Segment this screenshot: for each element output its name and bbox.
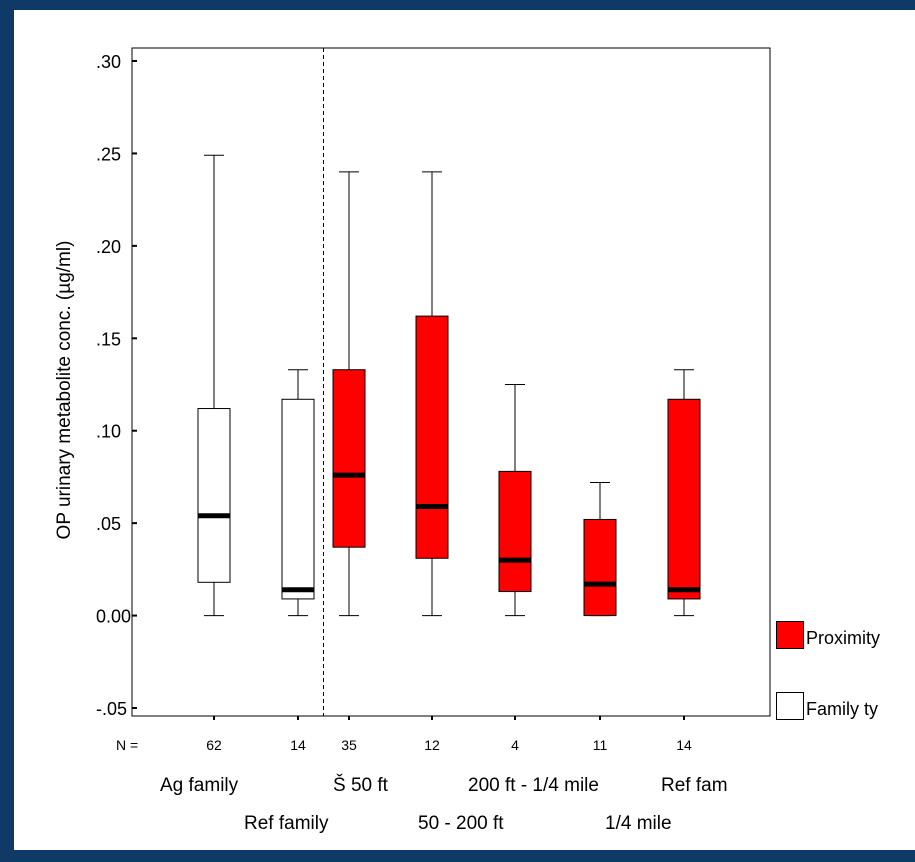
legend-swatch-family-type bbox=[776, 692, 804, 720]
x-category-label: 50 - 200 ft bbox=[418, 813, 504, 834]
n-count-label: 14 bbox=[676, 737, 692, 753]
n-count-label: 11 bbox=[593, 737, 608, 753]
box bbox=[197, 408, 231, 583]
n-count-label: 4 bbox=[511, 737, 519, 753]
y-axis-label: OP urinary metabolite conc. (µg/ml) bbox=[54, 241, 75, 540]
box-plot-chart: OP urinary metabolite conc. (µg/ml) .30.… bbox=[54, 47, 771, 834]
x-category-label: 1/4 mile bbox=[605, 813, 672, 834]
y-tick-label: .30 bbox=[96, 52, 121, 72]
legend-label-family-type: Family ty bbox=[806, 699, 878, 719]
x-category-label: Ref family bbox=[244, 813, 329, 834]
x-category-label: Ref fam bbox=[661, 775, 728, 796]
n-count-label: 14 bbox=[290, 737, 306, 753]
y-tick-label: .25 bbox=[96, 144, 121, 164]
n-count-label: 35 bbox=[341, 737, 357, 753]
x-category-label: Ag family bbox=[160, 775, 239, 796]
slide: OP urinary metabolite conc. (µg/ml) .30.… bbox=[14, 10, 915, 850]
y-tick-label: .05 bbox=[96, 514, 121, 534]
x-category-label: Š 50 ft bbox=[333, 774, 389, 796]
box bbox=[583, 518, 617, 617]
legend-label-proximity: Proximity bbox=[806, 628, 881, 648]
legend-item-proximity: Proximity bbox=[776, 621, 880, 649]
box bbox=[281, 398, 315, 600]
y-tick-label: 0.00 bbox=[96, 607, 131, 627]
n-count-label: 12 bbox=[424, 737, 440, 753]
legend-swatch-proximity bbox=[776, 621, 804, 649]
box bbox=[415, 315, 449, 559]
x-category-label: 200 ft - 1/4 mile bbox=[468, 775, 599, 796]
y-tick-label: -.05 bbox=[96, 699, 127, 719]
box bbox=[667, 398, 701, 600]
box bbox=[332, 369, 366, 548]
y-tick-label: .10 bbox=[96, 422, 121, 442]
y-tick-label: .20 bbox=[96, 237, 121, 257]
legend-item-family-type: Family ty bbox=[776, 692, 878, 720]
plot-frame bbox=[131, 47, 771, 717]
box bbox=[498, 470, 532, 593]
y-tick-label: .15 bbox=[96, 329, 121, 349]
n-count-label: 62 bbox=[206, 737, 222, 753]
n-prefix-label: N = bbox=[116, 737, 138, 753]
